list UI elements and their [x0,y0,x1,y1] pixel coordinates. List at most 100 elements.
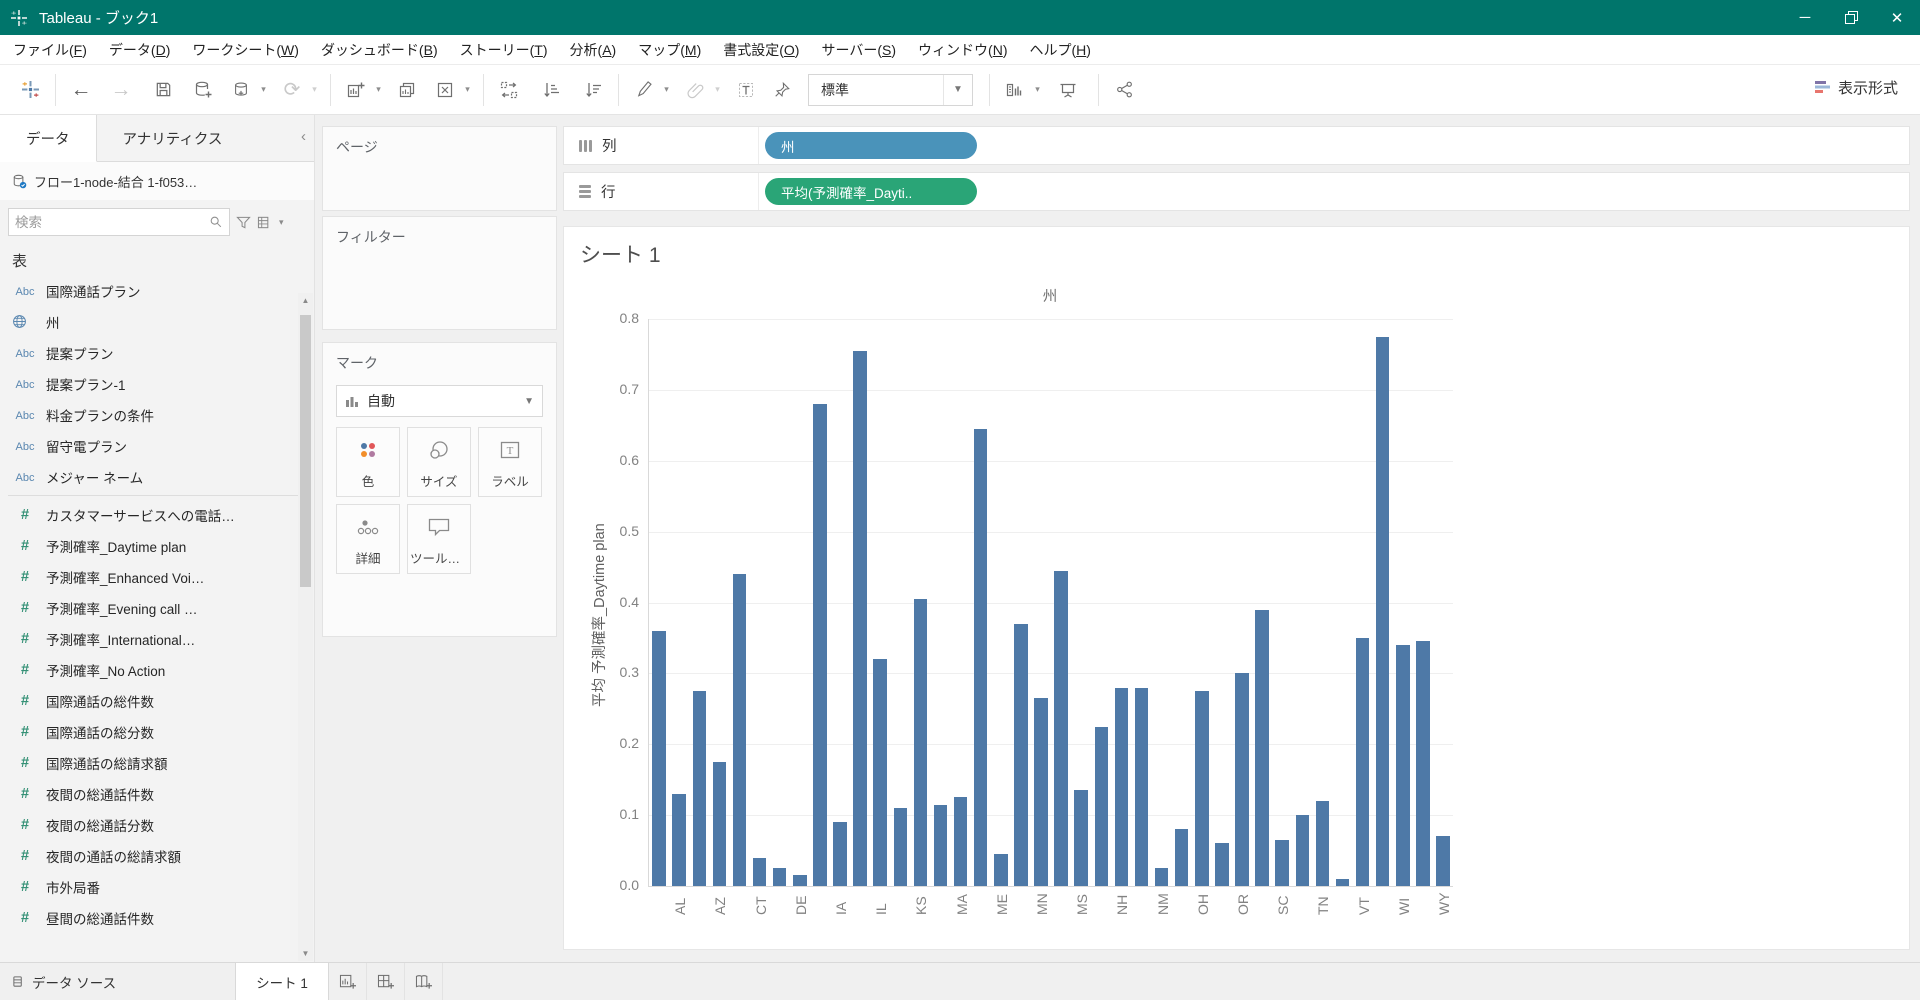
bar-chart[interactable]: 0.0 0.1 0.2 0.3 0.4 0.5 0.6 0.7 0.8 AL AZ CT DE IA IL K… [620,310,1453,915]
bar[interactable] [752,857,767,886]
field-item[interactable]: # 予測確率_Enhanced Voi… [0,561,314,592]
menu-item[interactable]: ワークシート(W) [192,41,299,58]
bar[interactable] [1114,687,1129,886]
bar[interactable] [873,659,887,886]
field-item[interactable]: # 昼間の総通話件数 [0,902,314,933]
search-input[interactable] [9,214,209,230]
new-dashboard-button[interactable] [367,963,405,1000]
menu-item[interactable]: ストーリー(T) [459,41,548,58]
bar[interactable] [672,793,686,886]
columns-shelf[interactable]: 列 州 [563,126,1910,165]
row-pill[interactable]: 平均(予測確率_Dayti.. [765,178,977,205]
duplicate-button[interactable] [391,73,423,107]
pages-card[interactable]: ページ [322,126,557,211]
field-item[interactable]: Abc 提案プラン-1 [0,368,314,399]
field-item[interactable]: Abc 留守電プラン [0,430,314,461]
bar[interactable] [1215,843,1229,886]
show-me-button[interactable]: 表示形式 [1814,77,1898,98]
new-story-button[interactable] [405,963,443,1000]
swap-axes-button[interactable] [493,73,525,107]
undo-button[interactable]: ← [70,78,92,101]
bar[interactable] [1275,839,1289,886]
column-pill[interactable]: 州 [765,132,977,159]
sort-ascending-button[interactable] [535,73,567,107]
label-button[interactable]: T ラベル [478,427,542,497]
show-hide-cards-button[interactable] [999,73,1031,107]
bar[interactable] [712,761,727,886]
bar[interactable] [853,350,867,886]
field-item[interactable]: # 予測確率_Daytime plan [0,530,314,561]
tableau-home-button[interactable] [14,73,46,107]
menu-item[interactable]: データ(D) [108,41,171,58]
bar[interactable] [1014,623,1028,886]
new-worksheet-button[interactable] [340,73,372,107]
search-field[interactable] [8,208,230,236]
highlight-caret[interactable]: ▾ [664,84,669,94]
rows-shelf[interactable]: 行 平均(予測確率_Dayti.. [563,172,1910,211]
fit-select[interactable]: 標準 ▼ [808,73,973,106]
field-item[interactable]: Abc 料金プランの条件 [0,399,314,430]
redo-button[interactable]: → [110,78,132,101]
view-options-icon[interactable] [257,215,273,230]
bar[interactable] [1335,878,1350,886]
share-button[interactable] [1108,73,1140,107]
group-members-caret[interactable]: ▾ [715,84,720,94]
field-item[interactable]: Abc メジャー ネーム [0,461,314,492]
collapse-pane-button[interactable]: ‹ [301,128,306,145]
menu-item[interactable]: 書式設定(O) [723,41,800,58]
field-item[interactable]: # 夜間の総通話分数 [0,809,314,840]
menu-item[interactable]: ダッシュボード(B) [320,41,438,58]
new-data-source-button[interactable] [187,73,219,107]
field-item[interactable]: # 夜間の通話の総請求額 [0,840,314,871]
bar[interactable] [732,574,747,886]
bar[interactable] [1094,726,1108,886]
bar[interactable] [1074,790,1088,886]
tooltip-button[interactable]: ツールヒ… [407,504,471,574]
clear-sheet-button[interactable] [429,73,461,107]
bar[interactable] [793,875,807,886]
field-item[interactable]: Abc 国際通話プラン [0,275,314,306]
view-options-caret[interactable]: ▾ [279,216,284,227]
data-source-tab[interactable]: データ ソース [0,963,192,1000]
menu-item[interactable]: ヘルプ(H) [1029,41,1091,58]
pane-tab-analytics[interactable]: アナリティクス [122,131,223,148]
field-item[interactable]: # 国際通話の総分数 [0,716,314,747]
scrollbar-thumb[interactable] [300,315,311,587]
filters-card[interactable]: フィルター [322,216,557,330]
bar[interactable] [1174,829,1189,886]
bar[interactable] [1235,673,1249,886]
bar[interactable] [1154,868,1169,886]
mark-type-caret[interactable]: ▼ [524,395,534,407]
filter-fields-icon[interactable] [236,215,251,230]
bar[interactable] [1295,815,1309,886]
bar[interactable] [652,630,666,886]
restore-button[interactable] [1828,0,1874,35]
sidebar-scrollbar[interactable]: ▲ ▼ [298,293,313,961]
bar[interactable] [813,404,827,886]
mark-type-select[interactable]: 自動 ▼ [336,385,543,417]
field-item[interactable]: # 予測確率_No Action [0,654,314,685]
field-item[interactable]: # 市外局番 [0,871,314,902]
menu-item[interactable]: 分析(A) [569,41,617,58]
field-item[interactable]: # カスタマーサービスへの電話… [0,499,314,530]
size-button[interactable]: サイズ [407,427,471,497]
bar[interactable] [1134,687,1149,886]
bar[interactable] [692,691,706,886]
menu-item[interactable]: サーバー(S) [821,41,897,58]
bar[interactable] [1255,609,1269,886]
field-item[interactable]: # 予測確率_International… [0,623,314,654]
bar[interactable] [1436,836,1450,886]
group-members-button[interactable] [679,73,711,107]
menu-item[interactable]: ファイル(F) [13,41,87,58]
show-mark-labels-button[interactable] [730,73,762,107]
field-item[interactable]: # 国際通話の総件数 [0,685,314,716]
bar[interactable] [994,854,1008,886]
bar[interactable] [1054,570,1068,886]
bar[interactable] [1416,641,1430,886]
field-item[interactable]: # 国際通話の総請求額 [0,747,314,778]
data-source-button[interactable] [225,73,257,107]
refresh-button[interactable]: ⟳ [283,78,301,101]
sheet-tab[interactable]: シート 1 [235,963,329,1000]
bar[interactable] [772,868,787,886]
field-item[interactable]: Abc 提案プラン [0,337,314,368]
